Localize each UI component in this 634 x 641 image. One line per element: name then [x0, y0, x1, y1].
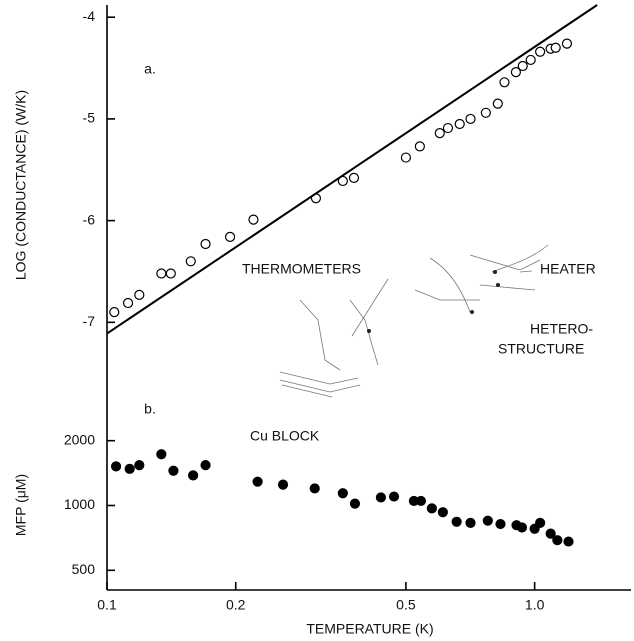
y-tick-label: 500 — [72, 561, 96, 577]
data-point — [492, 98, 503, 109]
data-point — [309, 483, 320, 494]
data-point — [122, 297, 134, 309]
data-point — [277, 479, 289, 490]
annotation: STRUCTURE — [498, 341, 584, 357]
data-point — [499, 77, 510, 88]
x-tick-label: 1.0 — [525, 597, 545, 613]
data-point — [200, 460, 211, 471]
data-point — [434, 128, 445, 139]
data-point — [550, 42, 561, 53]
data-point — [185, 256, 196, 267]
data-point — [525, 54, 536, 66]
data-point — [134, 460, 145, 471]
y-axis-label: MFP (μM) — [13, 474, 29, 536]
data-point — [224, 231, 236, 242]
data-point — [465, 517, 476, 529]
y-tick-label: 1000 — [64, 496, 95, 512]
data-point — [156, 268, 167, 279]
data-point — [517, 60, 528, 72]
data-point — [337, 488, 348, 499]
data-point — [156, 449, 167, 460]
data-point — [414, 141, 425, 152]
data-point — [349, 498, 361, 509]
x-axis-label: TEMPERATURE (K) — [306, 621, 433, 637]
data-point — [426, 503, 437, 514]
data-point — [516, 522, 528, 533]
data-point — [348, 172, 360, 184]
data-point — [437, 507, 448, 518]
y-tick-label: -5 — [83, 110, 96, 126]
annotation: THERMOMETERS — [242, 261, 361, 277]
fit-line — [106, 4, 598, 335]
data-point — [561, 38, 573, 49]
panel-label: b. — [144, 401, 156, 417]
data-point — [375, 492, 387, 503]
y-tick-label: 2000 — [64, 431, 95, 447]
data-point — [168, 465, 179, 476]
data-point — [415, 495, 426, 507]
data-point — [188, 470, 199, 481]
data-point — [552, 535, 563, 546]
data-point — [495, 518, 506, 530]
data-point — [480, 107, 491, 118]
panel-label: a. — [144, 61, 156, 77]
annotation: HEATER — [540, 261, 596, 277]
data-point — [451, 516, 462, 527]
data-point — [165, 268, 176, 279]
y-tick-label: -7 — [83, 313, 96, 329]
inset-sketch — [279, 244, 549, 398]
annotation: Cu BLOCK — [250, 428, 320, 444]
y-tick-label: -4 — [83, 8, 96, 24]
data-point — [248, 214, 259, 225]
data-point — [535, 46, 546, 57]
y-axis-label: LOG (CONDUCTANCE) (W/K) — [13, 90, 29, 280]
data-point — [134, 289, 145, 300]
data-point — [124, 463, 135, 474]
data-point — [109, 307, 120, 318]
data-point — [110, 461, 122, 472]
data-point — [545, 528, 556, 539]
x-tick-label: 0.5 — [396, 597, 416, 613]
data-point — [510, 67, 522, 78]
y-tick-label: -6 — [83, 211, 96, 227]
annotation: HETERO- — [530, 321, 593, 337]
data-point — [482, 515, 493, 526]
x-tick-label: 0.1 — [97, 597, 117, 613]
data-point — [200, 238, 211, 250]
data-point — [454, 118, 465, 130]
data-point — [400, 152, 412, 163]
data-point — [252, 476, 263, 487]
x-tick-label: 0.2 — [226, 597, 246, 613]
data-point — [465, 113, 476, 125]
data-point — [388, 491, 400, 502]
data-point — [563, 536, 574, 547]
data-point — [442, 122, 454, 134]
data-point — [535, 517, 546, 529]
